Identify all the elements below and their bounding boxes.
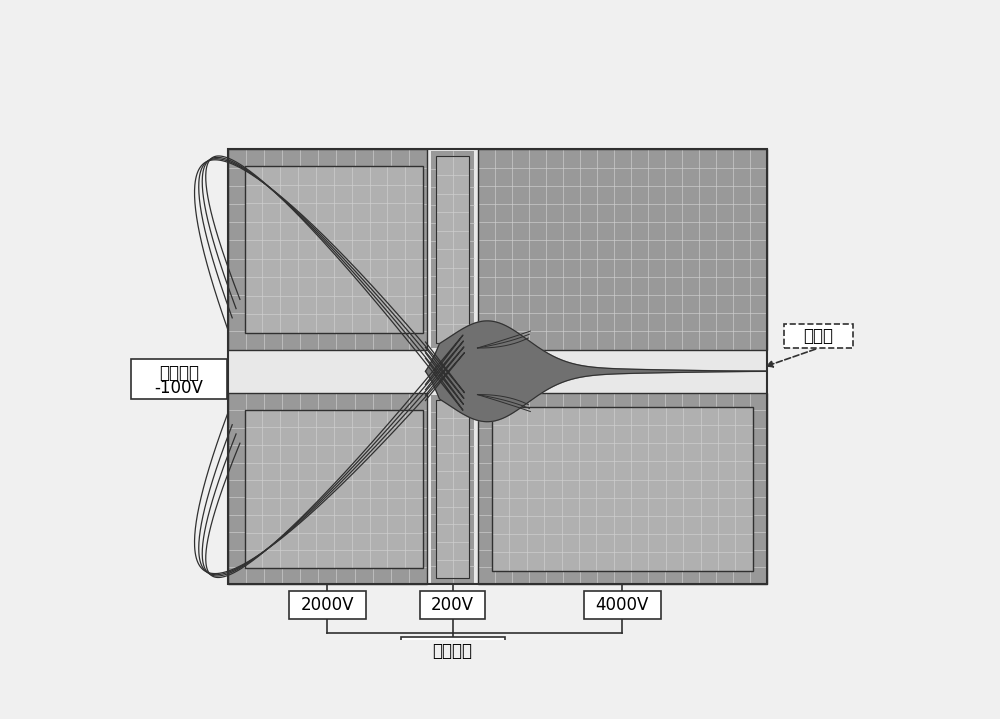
Bar (431, 395, 474, 583)
Bar (436, 156, 469, 343)
Text: 2000V: 2000V (301, 596, 354, 614)
Bar (436, 156, 469, 343)
Bar (245, 166, 423, 333)
Bar (431, 151, 474, 348)
Polygon shape (425, 321, 767, 421)
Text: 高压电源: 高压电源 (433, 642, 473, 660)
Bar (228, 150, 767, 585)
Bar (784, 324, 853, 348)
Bar (245, 410, 423, 567)
Bar (478, 150, 767, 349)
Bar (401, 637, 505, 665)
Text: -100V: -100V (154, 379, 203, 397)
Text: 聚焦点: 聚焦点 (803, 327, 833, 345)
Bar (420, 590, 485, 619)
Bar (289, 590, 366, 619)
Bar (228, 393, 427, 585)
Bar (131, 359, 227, 399)
Bar (228, 150, 427, 349)
Bar (436, 400, 469, 577)
Bar (228, 150, 427, 349)
Bar (245, 410, 423, 567)
Bar (478, 150, 767, 349)
Bar (584, 590, 661, 619)
Text: 4000V: 4000V (596, 596, 649, 614)
Bar (492, 407, 753, 571)
Bar (436, 400, 469, 577)
Bar (478, 393, 767, 585)
Bar (492, 407, 753, 571)
Bar (228, 393, 427, 585)
Bar (478, 393, 767, 585)
Bar (245, 166, 423, 333)
Text: 200V: 200V (431, 596, 474, 614)
Text: 脉冲电源: 脉冲电源 (159, 364, 199, 382)
Bar (228, 150, 767, 585)
